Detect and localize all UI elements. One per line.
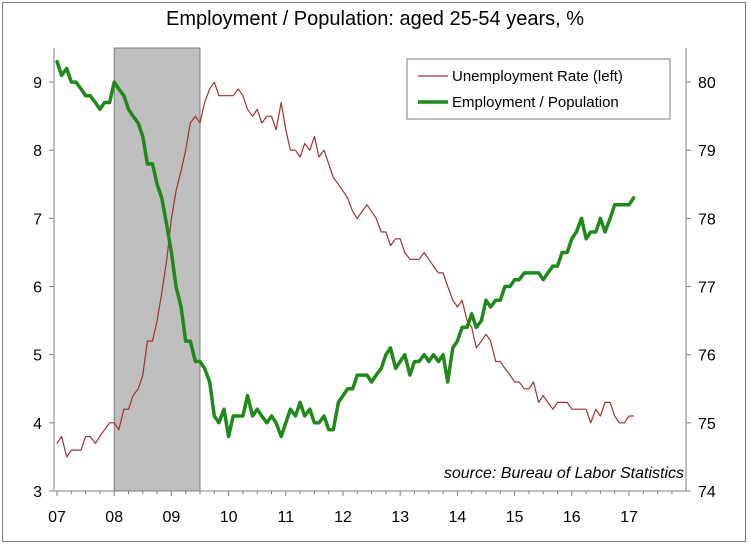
x-tick-label: 17 — [620, 509, 638, 526]
x-tick-label: 13 — [391, 509, 409, 526]
x-tick-label: 10 — [220, 509, 238, 526]
series-layer — [55, 59, 636, 458]
left-tick-label: 9 — [33, 75, 42, 92]
x-tick-label: 14 — [449, 509, 467, 526]
chart-title: Employment / Population: aged 25-54 year… — [165, 8, 585, 30]
right-tick-label: 74 — [698, 484, 716, 501]
x-tick-label: 16 — [563, 509, 581, 526]
right-tick-label: 78 — [698, 211, 716, 228]
left-tick-label: 4 — [33, 416, 42, 433]
left-tick-label: 6 — [33, 280, 42, 297]
right-tick-label: 79 — [698, 143, 716, 160]
left-tick-label: 7 — [33, 211, 42, 228]
series-line-unemployment-rate — [56, 81, 635, 458]
source-note: source: Bureau of Labor Statistics — [444, 465, 684, 482]
series-line-employment-population — [55, 59, 636, 439]
right-tick-label: 77 — [698, 280, 716, 297]
left-tick-label: 8 — [33, 143, 42, 160]
x-tick-label: 15 — [506, 509, 524, 526]
legend-label-employment: Employment / Population — [452, 94, 619, 111]
right-tick-label: 76 — [698, 348, 716, 365]
x-tick-label: 08 — [105, 509, 123, 526]
recession-band-layer — [113, 47, 201, 492]
recession-band — [113, 47, 201, 492]
legend-box — [406, 58, 671, 120]
left-tick-label: 3 — [33, 484, 42, 501]
x-tick-label: 07 — [48, 509, 66, 526]
legend: Unemployment Rate (left) Employment / Po… — [406, 58, 671, 120]
legend-label-unemployment: Unemployment Rate (left) — [452, 68, 623, 85]
right-tick-label: 80 — [698, 75, 716, 92]
right-tick-label: 75 — [698, 416, 716, 433]
x-tick-label: 09 — [163, 509, 181, 526]
left-tick-label: 5 — [33, 348, 42, 365]
x-tick-label: 11 — [277, 509, 294, 526]
x-tick-label: 12 — [334, 509, 352, 526]
